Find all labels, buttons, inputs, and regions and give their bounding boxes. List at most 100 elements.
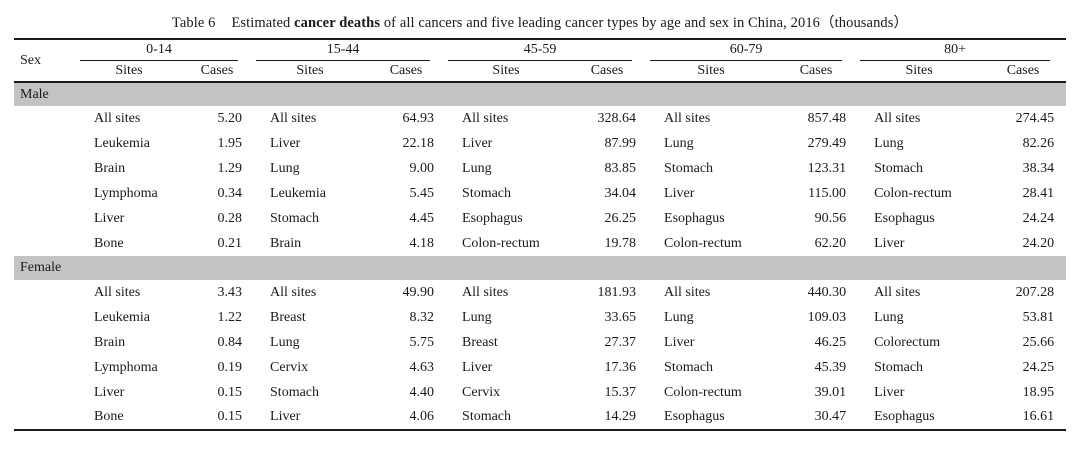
cases-cell: 9.00: [409, 160, 435, 176]
cases-cell: 0.15: [217, 384, 243, 400]
site-cell: Liver: [874, 384, 905, 400]
site-cell: Liver: [874, 235, 905, 251]
cases-cell: 28.41: [1022, 185, 1055, 201]
site-cell: Liver: [664, 185, 695, 201]
table-body: Male All sites 5.20 All sites 64.93 All sites…: [14, 82, 1067, 430]
age-group-label: 80+: [860, 42, 1051, 61]
site-cell: Brain: [94, 160, 126, 176]
cases-cell: 87.99: [604, 135, 637, 151]
cases-cell: 440.30: [807, 284, 847, 300]
site-cell: Stomach: [270, 384, 320, 400]
site-cell: Bone: [94, 409, 124, 424]
cases-cell: 4.45: [409, 210, 435, 226]
site-cell: Lymphoma: [94, 359, 158, 375]
cases-cell: 181.93: [597, 284, 637, 300]
cases-cell: 123.31: [807, 160, 847, 176]
cases-cell: 16.61: [1022, 409, 1055, 424]
cases-header: Cases: [774, 61, 859, 83]
site-cell: Leukemia: [270, 185, 326, 201]
cases-cell: 0.84: [217, 334, 243, 350]
site-cell: Breast: [270, 309, 306, 325]
cases-cell: 4.06: [409, 409, 435, 424]
site-cell: Lung: [664, 309, 694, 325]
age-group-label: 0-14: [80, 42, 239, 61]
sites-header: Sites: [78, 61, 180, 83]
cases-cell: 82.26: [1022, 135, 1055, 151]
cases-cell: 17.36: [604, 359, 637, 375]
cases-cell: 3.43: [217, 284, 243, 300]
data-row: Leukemia 1.22 Breast 8.32 Lung 33.65 Lung 109.0…: [14, 305, 1066, 330]
site-cell: Stomach: [462, 409, 512, 424]
cases-cell: 14.29: [604, 409, 637, 424]
cases-cell: 27.37: [604, 334, 637, 350]
site-cell: Colon-rectum: [664, 235, 742, 251]
site-cell: Esophagus: [664, 409, 725, 424]
cases-cell: 5.20: [217, 110, 243, 126]
site-cell: All sites: [462, 110, 509, 126]
caption-text-pre: Estimated: [231, 15, 291, 31]
cases-cell: 83.85: [604, 160, 637, 176]
cases-header: Cases: [366, 61, 447, 83]
site-cell: All sites: [270, 110, 317, 126]
cases-header: Cases: [980, 61, 1067, 83]
site-cell: Cervix: [270, 359, 309, 375]
cases-cell: 1.22: [217, 309, 243, 325]
age-group-header: 60-79: [648, 39, 858, 61]
site-cell: Brain: [270, 235, 302, 251]
sex-spacer-cell: [14, 330, 78, 355]
cases-header: Cases: [566, 61, 649, 83]
site-cell: Esophagus: [462, 210, 523, 226]
sex-spacer-cell: [14, 405, 78, 430]
data-row: All sites 3.43 All sites 49.90 All sites 181.…: [14, 280, 1066, 305]
site-cell: Brain: [94, 334, 126, 350]
sex-band-row: Female: [14, 256, 1067, 280]
site-cell: Esophagus: [874, 210, 935, 226]
cases-cell: 39.01: [814, 384, 847, 400]
cases-cell: 5.45: [409, 185, 435, 201]
cases-cell: 46.25: [814, 334, 847, 350]
cases-cell: 4.18: [409, 235, 435, 251]
sex-spacer-cell: [14, 305, 78, 330]
site-cell: Lung: [874, 135, 904, 151]
site-cell: Lung: [462, 309, 492, 325]
cases-cell: 274.45: [1015, 110, 1055, 126]
data-row: All sites 5.20 All sites 64.93 All sites 328.…: [14, 106, 1066, 131]
site-cell: All sites: [94, 284, 141, 300]
caption-text-rest: of all cancers and five leading cancer t…: [383, 15, 909, 31]
site-cell: All sites: [874, 110, 921, 126]
data-row: Bone 0.15 Liver 4.06 Stomach 14.29 Esophagus 30…: [14, 405, 1066, 430]
site-cell: All sites: [270, 284, 317, 300]
age-group-label: 45-59: [448, 42, 633, 61]
sex-spacer-cell: [14, 355, 78, 380]
cases-cell: 0.28: [217, 210, 243, 226]
cases-cell: 30.47: [814, 409, 847, 424]
cases-cell: 1.29: [217, 160, 243, 176]
site-cell: Stomach: [462, 185, 512, 201]
sex-band-row: Male: [14, 82, 1067, 106]
subheader-row: Sites Cases Sites Cases Sites Cases Site…: [14, 61, 1067, 83]
site-cell: Colon-rectum: [664, 384, 742, 400]
site-cell: Liver: [462, 135, 493, 151]
sex-spacer-cell: [14, 280, 78, 305]
site-cell: Leukemia: [94, 135, 150, 151]
site-cell: Lung: [664, 135, 694, 151]
cases-header: Cases: [180, 61, 255, 83]
sex-column-header: Sex: [14, 39, 78, 83]
cases-cell: 328.64: [597, 110, 637, 126]
cases-cell: 109.03: [807, 309, 847, 325]
cases-cell: 1.95: [217, 135, 243, 151]
age-group-label: 60-79: [650, 42, 843, 61]
site-cell: Stomach: [270, 210, 320, 226]
data-row: Bone 0.21 Brain 4.18 Colon-rectum 19.78 Colon-…: [14, 231, 1066, 256]
cases-cell: 38.34: [1022, 160, 1055, 176]
site-cell: Leukemia: [94, 309, 150, 325]
cases-cell: 33.65: [604, 309, 637, 325]
site-cell: Bone: [94, 235, 124, 251]
site-cell: Colon-rectum: [874, 185, 952, 201]
sites-header: Sites: [254, 61, 367, 83]
data-row: Brain 0.84 Lung 5.75 Breast 27.37 Liver 46.25 Co…: [14, 330, 1066, 355]
cases-cell: 24.20: [1022, 235, 1055, 251]
data-row: Lymphoma 0.34 Leukemia 5.45 Stomach 34.04 Live…: [14, 181, 1066, 206]
sex-spacer-cell: [14, 206, 78, 231]
site-cell: Colorectum: [874, 334, 941, 350]
